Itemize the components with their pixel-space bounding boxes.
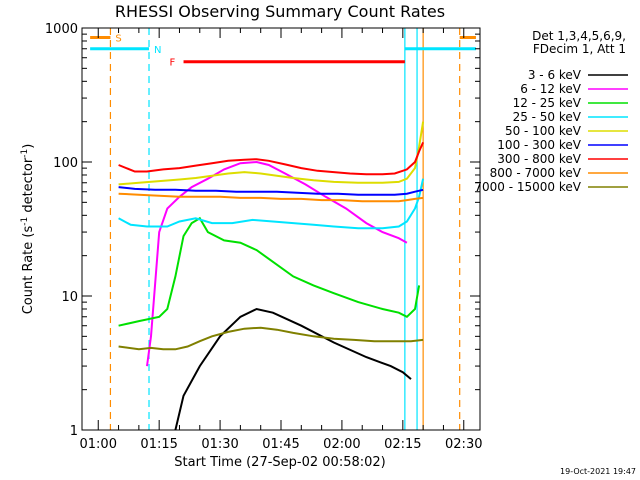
legend-entry-label: 300 - 800 keV — [497, 152, 581, 166]
x-tick-label: 01:15 — [140, 437, 177, 452]
series-line — [118, 192, 424, 203]
legend-entry-label: 3 - 6 keV — [528, 68, 582, 82]
x-tick-label: 01:45 — [262, 437, 299, 452]
legend-entry-label: 25 - 50 keV — [513, 110, 582, 124]
x-tick-label: 02:00 — [323, 437, 360, 452]
series-line — [146, 160, 408, 367]
y-axis-label-part: Count Rate (s — [21, 226, 36, 315]
x-axis: 01:00 01:15 01:30 01:45 02:00 02:15 02:30 — [80, 28, 482, 452]
y-tick-label: 1 — [70, 424, 78, 439]
legend-header-line: Det 1,3,4,5,6,9, — [532, 29, 626, 43]
legend-entry-label: 100 - 300 keV — [497, 138, 581, 152]
series-line — [118, 178, 425, 230]
legend-entry-label: 50 - 100 keV — [505, 124, 582, 138]
generation-timestamp: 19-Oct-2021 19:47 — [560, 467, 636, 476]
y-tick-label: 1000 — [45, 22, 78, 37]
series-line — [118, 326, 424, 351]
series-line — [118, 186, 424, 196]
legend-header-line: FDecim 1, Att 1 — [533, 42, 626, 56]
legend-entry-label: 12 - 25 keV — [513, 96, 582, 110]
annotation-label: S — [115, 33, 121, 44]
series-line — [118, 216, 421, 327]
series-line — [174, 307, 412, 430]
annotation-label: F — [170, 58, 176, 69]
plot-area: S NF — [90, 28, 476, 430]
legend-entry-label: 800 - 7000 keV — [490, 166, 582, 180]
x-tick-label: 01:00 — [80, 437, 117, 452]
y-tick-label: 100 — [53, 156, 78, 171]
y-axis-label-part: ) — [21, 144, 36, 149]
series-group — [90, 28, 476, 430]
legend-entry-label: 7000 - 15000 keV — [474, 180, 581, 194]
x-tick-label: 02:30 — [445, 437, 482, 452]
legend: Det 1,3,4,5,6,9, FDecim 1, Att 1 3 - 6 k… — [474, 29, 628, 194]
y-axis-label-exponent: -1 — [20, 217, 30, 226]
y-axis: 1 10 100 1000 — [45, 22, 480, 439]
series-line — [118, 121, 425, 186]
series-line — [118, 141, 425, 176]
x-axis-label: Start Time (27-Sep-02 00:58:02) — [174, 455, 385, 470]
y-tick-label: 10 — [61, 290, 78, 305]
legend-entry-label: 6 - 12 keV — [520, 82, 582, 96]
y-axis-label-part: detector — [21, 157, 36, 217]
y-axis-label: Count Rate (s-1 detector-1) — [20, 144, 36, 315]
x-tick-label: 02:15 — [384, 437, 421, 452]
chart-title: RHESSI Observing Summary Count Rates — [115, 2, 445, 21]
x-tick-label: 01:30 — [201, 437, 238, 452]
y-axis-label-exponent: -1 — [20, 149, 30, 158]
annotation-label: N — [154, 45, 161, 56]
plot-frame — [81, 27, 481, 431]
